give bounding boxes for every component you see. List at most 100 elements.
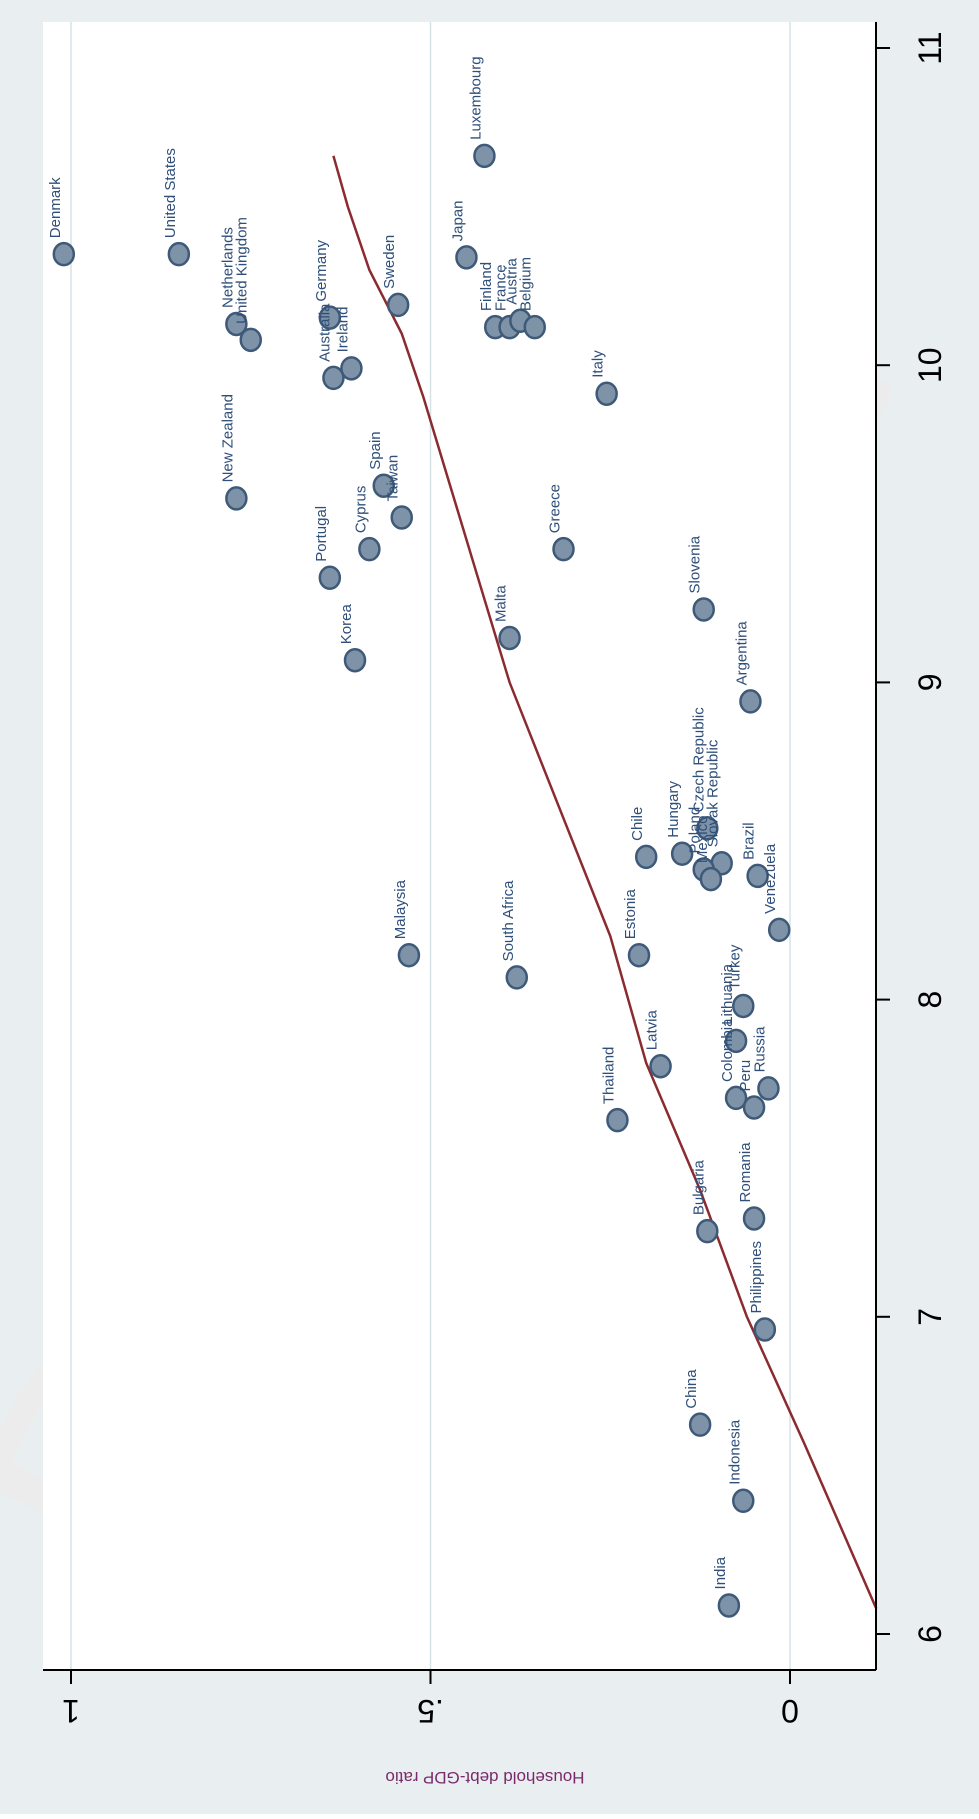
data-point: [239, 327, 262, 353]
point-label: France: [493, 264, 510, 311]
data-point: [757, 1076, 780, 1101]
point-label: Lithuania: [719, 963, 736, 1025]
data-point: [767, 917, 791, 943]
fit-line: [332, 155, 878, 1610]
x-tick-label: 11: [912, 31, 948, 64]
data-point: [742, 1206, 766, 1231]
point-label: India: [712, 1556, 729, 1589]
point-label: Venezuela: [762, 843, 779, 914]
point-label: Taiwan: [385, 455, 402, 502]
point-label: China: [683, 1369, 700, 1409]
point-label: Austria: [503, 257, 520, 304]
data-point: [732, 993, 755, 1019]
point-label: Poland: [687, 807, 704, 854]
point-label: Germany: [313, 239, 330, 301]
data-point: [753, 1317, 777, 1342]
point-label: Malta: [493, 585, 510, 622]
x-tick-label: 6: [912, 1625, 948, 1643]
point-label: Mexico: [694, 816, 711, 864]
point-label: Estonia: [622, 889, 639, 940]
data-point: [742, 1095, 766, 1120]
point-label: Denmark: [47, 177, 64, 238]
point-label: Sweden: [381, 235, 398, 289]
data-point: [225, 486, 248, 511]
plot-area: [43, 22, 876, 1670]
data-point: [688, 1412, 712, 1437]
data-point: [724, 1028, 748, 1054]
point-label: Peru: [737, 1060, 754, 1092]
point-label: Belgium: [518, 257, 535, 311]
point-label: Australia: [316, 303, 333, 362]
data-point: [696, 1218, 719, 1244]
point-label: United States: [162, 148, 179, 238]
point-label: Indonesia: [726, 1419, 743, 1485]
point-label: South Africa: [500, 880, 517, 962]
point-label: Korea: [338, 604, 355, 645]
point-label: Greece: [547, 484, 564, 533]
point-label: Brazil: [741, 822, 758, 860]
point-label: Chile: [629, 807, 646, 841]
data-point: [167, 241, 191, 267]
data-point: [732, 1488, 755, 1514]
point-label: Latvia: [644, 1010, 661, 1051]
data-point: [634, 844, 658, 870]
point-label: Malaysia: [392, 879, 409, 939]
point-label: Slovak Republic: [705, 739, 722, 847]
data-point: [358, 536, 381, 562]
point-label: Ireland: [334, 306, 351, 352]
data-point: [340, 356, 363, 381]
x-tick-label: 7: [912, 1308, 948, 1326]
point-label: Turkey: [726, 944, 743, 990]
data-point: [455, 245, 478, 270]
point-label: New Zealand: [219, 394, 236, 482]
data-point: [670, 841, 694, 866]
point-label: Hungary: [665, 780, 682, 837]
data-point: [397, 942, 421, 968]
data-point: [523, 314, 547, 340]
axes: 6 7 8 9 10 11 0 .5 1: [43, 22, 948, 1729]
point-label: Japan: [449, 200, 466, 241]
data-point: [343, 647, 367, 673]
data-point: [724, 1085, 748, 1111]
point-label: Russia: [751, 1026, 768, 1073]
x-tick-label: 8: [912, 991, 948, 1009]
y-tick-label: 1: [62, 1693, 80, 1729]
point-label: United Kingdom: [234, 217, 251, 324]
x-tick-label: 9: [912, 674, 948, 692]
data-point: [717, 1593, 741, 1618]
gridlines: [70, 22, 791, 1670]
point-label: Argentina: [733, 621, 750, 686]
data-point: [595, 381, 618, 406]
data-point: [390, 505, 413, 530]
data-point: [322, 365, 345, 391]
point-label: Bulgaria: [690, 1159, 707, 1215]
point-label: Slovenia: [687, 535, 704, 593]
data-point: [739, 689, 762, 714]
point-label: Spain: [367, 431, 384, 469]
fit-line-group: [332, 155, 878, 1610]
point-label: Netherlands: [219, 227, 236, 308]
point-label: Portugal: [313, 506, 330, 562]
data-point: [746, 863, 769, 889]
data-point: [372, 473, 396, 498]
data-point: [552, 536, 575, 562]
point-label: Colombia: [719, 1018, 736, 1082]
point-label: Luxembourg: [467, 56, 484, 139]
data-point: [318, 305, 342, 330]
data-point: [225, 311, 248, 337]
point-label: Czech Republic: [690, 707, 707, 813]
point-label: Philippines: [748, 1241, 765, 1314]
y-tick-label: .5: [417, 1693, 444, 1729]
data-point: [649, 1053, 672, 1079]
y-tick-label: 0: [781, 1693, 799, 1729]
data-point: [386, 292, 410, 318]
data-point: [699, 866, 723, 892]
data-point: [627, 942, 651, 968]
y-axis-label: Household debt-GDP ratio: [385, 1768, 584, 1787]
point-label: Finland: [478, 262, 495, 311]
data-point: [696, 816, 719, 841]
data-point: [505, 965, 529, 990]
